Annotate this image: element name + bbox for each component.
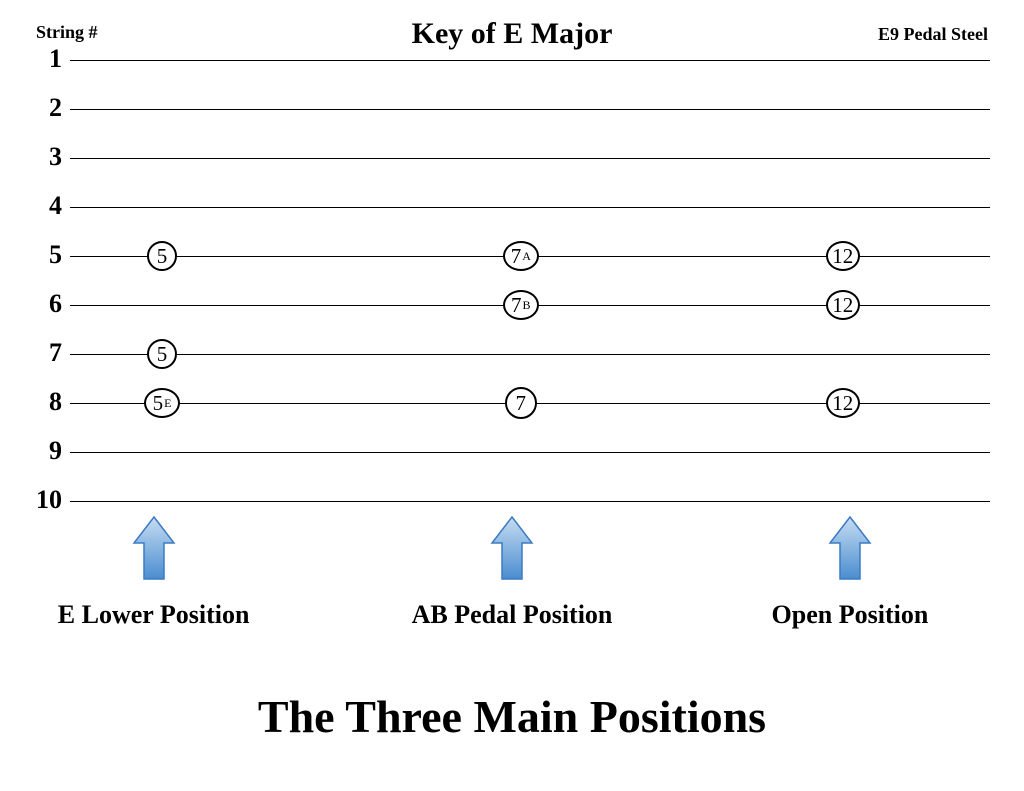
- chart-title: Key of E Major: [412, 17, 613, 51]
- fret-marker: 12: [826, 290, 860, 320]
- tablature-grid: 12345678910555E7A7B7121212: [70, 60, 990, 504]
- fret-marker-text: 12: [832, 246, 853, 267]
- tab-line: [70, 354, 990, 355]
- tab-line: [70, 501, 990, 502]
- string-number: 9: [26, 436, 62, 466]
- string-number: 10: [26, 485, 62, 515]
- fret-marker-text: 12: [832, 295, 853, 316]
- fret-marker: 12: [826, 241, 860, 271]
- fret-marker-text: 5: [157, 246, 168, 267]
- string-number: 5: [26, 240, 62, 270]
- fret-marker: 5: [147, 241, 177, 271]
- tab-line: [70, 452, 990, 453]
- up-arrow-icon: [132, 515, 176, 588]
- chart-subtitle: E9 Pedal Steel: [878, 24, 988, 45]
- fret-marker-text: 12: [832, 393, 853, 414]
- fret-marker-superscript: A: [522, 250, 531, 262]
- string-number: 8: [26, 387, 62, 417]
- position-label: E Lower Position: [58, 600, 250, 630]
- string-number: 3: [26, 142, 62, 172]
- fret-marker: 7A: [503, 241, 539, 271]
- string-number-heading: String #: [36, 22, 98, 43]
- string-number: 7: [26, 338, 62, 368]
- string-number: 1: [26, 44, 62, 74]
- fret-marker-text: 5: [153, 393, 164, 414]
- position-label: Open Position: [772, 600, 929, 630]
- fret-marker: 7: [505, 387, 537, 419]
- fret-marker-superscript: E: [164, 397, 171, 409]
- fret-marker: 5: [147, 339, 177, 369]
- tab-line: [70, 158, 990, 159]
- tab-line: [70, 109, 990, 110]
- fret-marker-text: 7: [511, 295, 522, 316]
- fret-marker-text: 5: [157, 344, 168, 365]
- fret-marker-text: 7: [516, 393, 527, 414]
- string-number: 6: [26, 289, 62, 319]
- main-title: The Three Main Positions: [258, 690, 766, 743]
- position-label: AB Pedal Position: [412, 600, 613, 630]
- fret-marker: 5E: [144, 388, 180, 418]
- up-arrow-icon: [490, 515, 534, 588]
- tab-line: [70, 207, 990, 208]
- fret-marker: 7B: [503, 290, 539, 320]
- string-number: 4: [26, 191, 62, 221]
- up-arrow-icon: [828, 515, 872, 588]
- string-number: 2: [26, 93, 62, 123]
- fret-marker-superscript: B: [523, 299, 531, 311]
- tab-line: [70, 60, 990, 61]
- fret-marker-text: 7: [511, 246, 522, 267]
- fret-marker: 12: [826, 388, 860, 418]
